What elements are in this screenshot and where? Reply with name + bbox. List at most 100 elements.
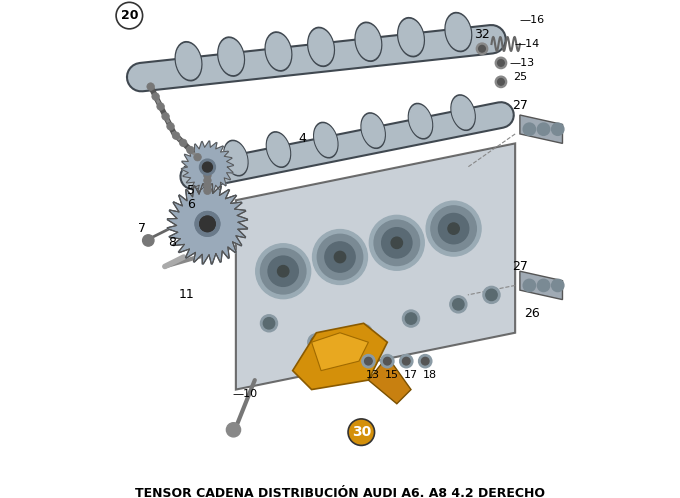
Polygon shape	[236, 143, 515, 389]
Circle shape	[523, 279, 536, 291]
Text: 18: 18	[423, 371, 437, 380]
Circle shape	[498, 79, 505, 85]
Circle shape	[403, 358, 410, 365]
Circle shape	[204, 177, 211, 184]
Circle shape	[400, 355, 413, 368]
Circle shape	[355, 324, 372, 341]
Circle shape	[226, 423, 241, 437]
Ellipse shape	[224, 140, 248, 176]
Circle shape	[537, 123, 549, 135]
Circle shape	[143, 235, 154, 246]
Text: 27: 27	[512, 260, 528, 273]
Circle shape	[313, 230, 367, 284]
Text: —13: —13	[510, 58, 534, 68]
Circle shape	[450, 296, 467, 313]
Circle shape	[195, 212, 220, 236]
Text: 13: 13	[366, 371, 380, 380]
Ellipse shape	[399, 19, 423, 55]
Circle shape	[384, 358, 391, 365]
Circle shape	[311, 337, 322, 348]
Ellipse shape	[309, 29, 333, 65]
Polygon shape	[369, 357, 411, 404]
Polygon shape	[182, 141, 233, 193]
Ellipse shape	[219, 39, 243, 74]
Circle shape	[203, 162, 212, 172]
Circle shape	[277, 265, 289, 277]
Circle shape	[537, 279, 549, 291]
Text: 5: 5	[187, 184, 195, 197]
Text: 32: 32	[474, 28, 490, 41]
Circle shape	[523, 123, 536, 135]
Circle shape	[157, 103, 165, 110]
Text: 11: 11	[178, 288, 194, 301]
Circle shape	[364, 358, 372, 365]
Circle shape	[256, 244, 311, 299]
Text: 20: 20	[120, 9, 138, 22]
Polygon shape	[520, 115, 562, 143]
Circle shape	[199, 159, 216, 175]
Circle shape	[381, 228, 412, 258]
Text: 15: 15	[385, 371, 399, 380]
Text: 25: 25	[513, 72, 527, 82]
Ellipse shape	[398, 17, 424, 57]
Circle shape	[318, 234, 362, 280]
Text: —16: —16	[519, 15, 544, 25]
Circle shape	[483, 286, 500, 303]
Circle shape	[439, 214, 469, 244]
Text: 26: 26	[524, 307, 540, 320]
Ellipse shape	[267, 34, 290, 69]
Ellipse shape	[265, 32, 292, 71]
Circle shape	[204, 166, 211, 174]
Circle shape	[260, 249, 306, 294]
Circle shape	[162, 113, 169, 120]
Ellipse shape	[409, 105, 432, 137]
Ellipse shape	[452, 97, 474, 129]
Text: TENSOR CADENA DISTRIBUCIÓN AUDI A6. A8 4.2 DERECHO: TENSOR CADENA DISTRIBUCIÓN AUDI A6. A8 4…	[135, 487, 545, 498]
Circle shape	[551, 123, 564, 135]
Circle shape	[172, 132, 180, 139]
Circle shape	[479, 45, 486, 52]
Circle shape	[167, 123, 174, 130]
Circle shape	[204, 187, 211, 195]
Polygon shape	[311, 333, 369, 371]
Circle shape	[204, 182, 211, 189]
Circle shape	[448, 223, 459, 234]
Circle shape	[358, 327, 369, 339]
Polygon shape	[292, 323, 388, 389]
Circle shape	[374, 220, 420, 265]
Polygon shape	[167, 184, 248, 264]
Circle shape	[263, 318, 275, 329]
Ellipse shape	[218, 37, 244, 76]
Circle shape	[204, 172, 211, 179]
Circle shape	[116, 2, 143, 29]
Text: 27: 27	[512, 99, 528, 112]
Circle shape	[551, 279, 564, 291]
Circle shape	[200, 216, 215, 232]
Polygon shape	[167, 184, 248, 264]
Text: 17: 17	[404, 371, 418, 380]
Circle shape	[431, 206, 476, 251]
Circle shape	[325, 242, 355, 272]
Ellipse shape	[308, 27, 335, 66]
Ellipse shape	[175, 42, 202, 81]
Circle shape	[362, 355, 375, 368]
Ellipse shape	[176, 43, 201, 79]
Ellipse shape	[446, 14, 471, 50]
Circle shape	[486, 289, 497, 301]
Circle shape	[422, 358, 429, 365]
Circle shape	[195, 212, 220, 236]
Ellipse shape	[445, 12, 472, 52]
Circle shape	[152, 93, 159, 100]
Text: 7: 7	[138, 222, 146, 235]
Circle shape	[186, 146, 194, 154]
Circle shape	[476, 43, 488, 54]
Circle shape	[381, 355, 394, 368]
Circle shape	[419, 355, 432, 368]
Ellipse shape	[267, 133, 290, 166]
Ellipse shape	[409, 104, 432, 139]
Circle shape	[403, 310, 420, 327]
Text: —14: —14	[514, 39, 540, 49]
Ellipse shape	[356, 24, 381, 60]
Text: 4: 4	[299, 132, 306, 145]
Circle shape	[201, 160, 209, 168]
